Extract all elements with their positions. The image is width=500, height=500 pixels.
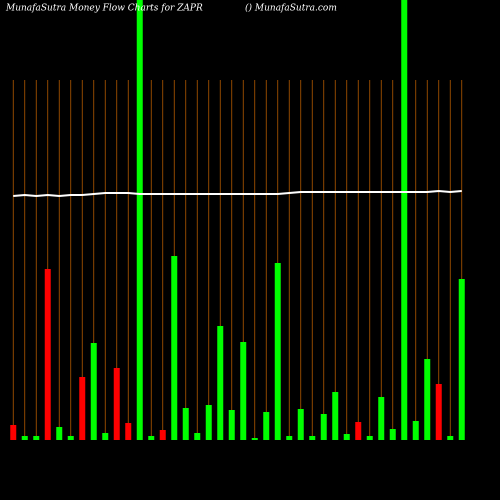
bar [343, 434, 350, 440]
bar [412, 421, 419, 440]
bar [309, 436, 316, 440]
bar [182, 408, 189, 440]
bar [458, 279, 465, 440]
money-flow-line [13, 189, 462, 198]
bar [33, 436, 40, 440]
bar [194, 433, 201, 440]
bar [217, 326, 224, 440]
bar [263, 412, 270, 440]
bar [171, 256, 178, 440]
plot-area [10, 0, 465, 440]
chart-subtitle: () MunafaSutra.com [245, 3, 337, 14]
bar [240, 342, 247, 440]
bar [10, 425, 17, 440]
bar [205, 405, 212, 440]
bar [102, 433, 109, 440]
bar [67, 436, 74, 440]
bar [355, 422, 362, 440]
bar [113, 368, 120, 440]
bar [286, 436, 293, 440]
bar [148, 436, 155, 440]
bar [274, 263, 281, 440]
bar [228, 410, 235, 440]
bar [447, 436, 454, 440]
bar [21, 436, 28, 440]
bar [320, 414, 327, 440]
bar [389, 429, 396, 440]
bar [56, 427, 63, 440]
chart-title: MunafaSutra Money Flow Charts for ZAPR [5, 4, 203, 14]
bar [125, 423, 132, 440]
bar [366, 436, 373, 440]
bar [297, 409, 304, 440]
bar [332, 392, 339, 440]
bar [401, 0, 408, 440]
bar [378, 397, 385, 440]
bar [435, 384, 442, 440]
bar [136, 0, 143, 440]
bar [79, 377, 86, 440]
bar [90, 343, 97, 440]
bar [424, 359, 431, 440]
bar [159, 430, 166, 440]
bar [44, 269, 51, 440]
bar [251, 438, 258, 440]
